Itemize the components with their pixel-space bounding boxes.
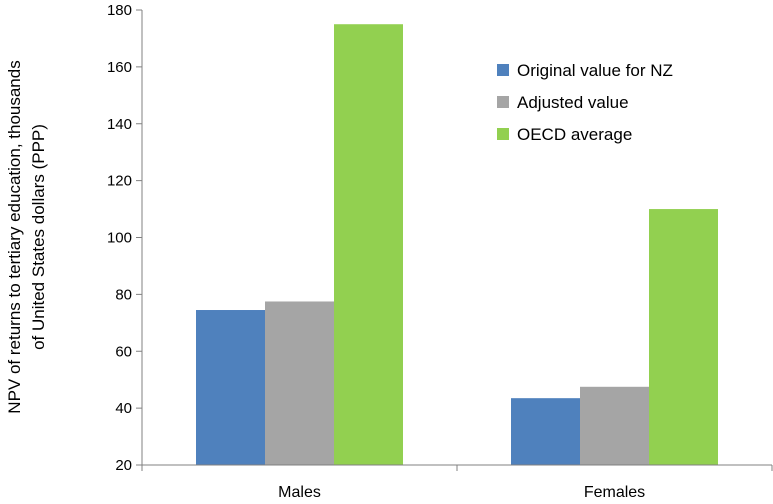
y-axis-title-line-2: of United States dollars (PPP) <box>29 124 48 350</box>
bar <box>580 386 649 465</box>
bar <box>511 398 580 465</box>
legend-label: Adjusted value <box>517 93 629 112</box>
y-tick-label: 40 <box>115 400 132 417</box>
legend-swatch <box>497 96 509 108</box>
bar <box>334 24 403 465</box>
x-ticks: Males Females <box>141 465 773 501</box>
y-tick-label: 120 <box>107 173 132 190</box>
y-tick-label: 160 <box>107 59 132 76</box>
y-axis-title: NPV of returns to tertiary education, th… <box>5 60 48 413</box>
legend-label: Original value for NZ <box>517 61 673 80</box>
y-tick-label: 20 <box>115 457 132 474</box>
x-category-label: Males <box>278 484 321 501</box>
legend-swatch <box>497 128 509 140</box>
legend: Original value for NZ Adjusted value OECD … <box>497 61 673 144</box>
x-category-label: Females <box>584 484 645 501</box>
y-ticks: 20 40 60 80 100 120 140 160 180 <box>107 2 142 474</box>
y-tick-label: 100 <box>107 230 132 247</box>
y-tick-label: 80 <box>115 286 132 303</box>
bar <box>196 310 265 465</box>
y-tick-label: 140 <box>107 116 132 133</box>
x-axis: Males Females <box>141 464 773 501</box>
bar <box>265 301 334 465</box>
bars-layer <box>196 24 718 465</box>
legend-swatch <box>497 64 509 76</box>
y-tick-label: 180 <box>107 2 132 19</box>
legend-label: OECD average <box>517 125 632 144</box>
y-axis-title-line-1: NPV of returns to tertiary education, th… <box>5 60 24 413</box>
y-tick-label: 60 <box>115 343 132 360</box>
bar <box>649 209 718 465</box>
y-axis: 20 40 60 80 100 120 140 160 180 <box>107 2 143 474</box>
